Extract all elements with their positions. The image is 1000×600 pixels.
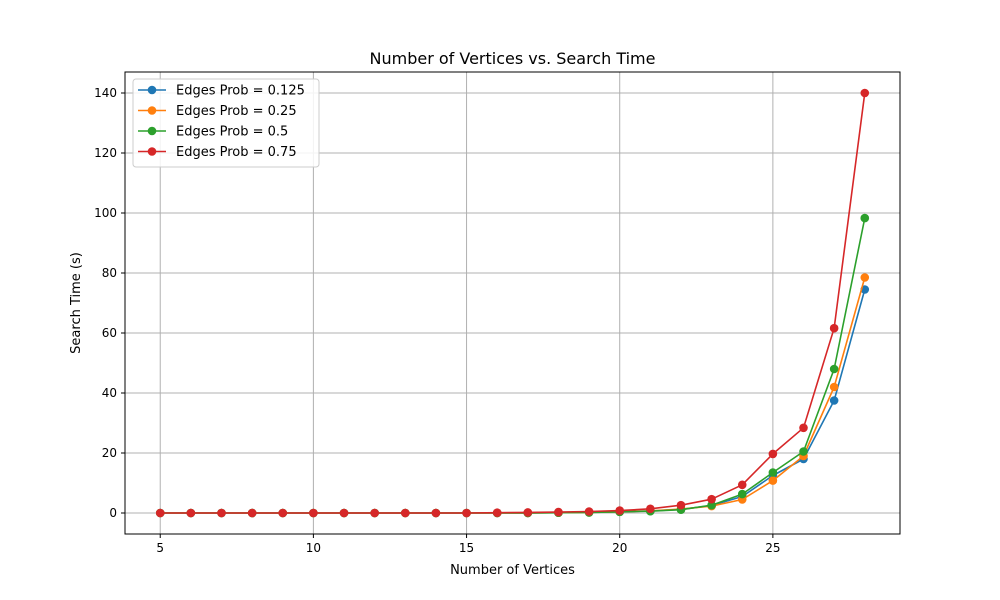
y-tick-label: 100	[94, 206, 117, 220]
series-line	[160, 92, 866, 514]
y-tick-label: 80	[102, 266, 117, 280]
data-point	[584, 507, 594, 516]
data-point	[860, 273, 870, 282]
data-point	[829, 382, 839, 392]
data-point	[829, 323, 839, 333]
data-point	[860, 213, 870, 223]
data-point	[829, 396, 839, 405]
data-point	[737, 480, 747, 490]
legend-marker	[147, 85, 157, 95]
series-layer	[155, 88, 870, 518]
x-tick-label: 10	[306, 541, 321, 555]
data-point	[309, 508, 318, 518]
data-point	[431, 508, 441, 518]
legend-marker	[147, 147, 157, 156]
data-point	[646, 504, 655, 514]
y-tick-label: 0	[109, 506, 117, 520]
data-point	[155, 508, 165, 518]
data-point	[768, 476, 778, 485]
data-point	[799, 447, 808, 456]
plot-frame	[124, 71, 901, 535]
y-axis-label: Search Time (s)	[69, 252, 84, 354]
x-tick-label: 25	[765, 541, 780, 555]
legend-item: Edges Prob = 0.125	[138, 84, 305, 99]
x-tick-label: 15	[459, 541, 474, 555]
data-point	[492, 508, 502, 517]
chart-title: Number of Vertices vs. Search Time	[370, 49, 656, 68]
y-tick-label: 60	[102, 326, 117, 340]
legend-label: Edges Prob = 0.25	[176, 104, 297, 119]
data-point	[799, 423, 808, 433]
legend: Edges Prob = 0.125 Edges Prob = 0.25 Edges…	[132, 78, 320, 168]
y-tick-label: 40	[102, 386, 117, 400]
x-tick-label: 20	[612, 541, 627, 555]
data-point	[707, 494, 716, 504]
y-tick-label: 140	[94, 86, 117, 100]
data-point	[768, 468, 778, 477]
data-point	[339, 508, 349, 518]
series-4	[155, 88, 870, 518]
data-point	[829, 364, 839, 374]
data-point	[860, 88, 870, 98]
data-point	[462, 508, 471, 518]
data-point	[676, 500, 686, 510]
data-point	[768, 449, 778, 459]
x-axis-label: Number of Vertices	[450, 563, 575, 578]
legend-item: Edges Prob = 0.5	[138, 125, 288, 140]
legend-item: Edges Prob = 0.75	[138, 145, 297, 160]
data-point	[400, 508, 410, 518]
legend-marker	[147, 106, 157, 115]
data-point	[217, 508, 226, 518]
data-point	[737, 489, 747, 499]
legend-label: Edges Prob = 0.125	[176, 84, 305, 99]
legend-marker	[147, 126, 157, 136]
y-tick-label: 20	[102, 446, 117, 460]
data-point	[707, 500, 716, 510]
legend-item: Edges Prob = 0.25	[138, 104, 297, 119]
data-point	[523, 508, 533, 517]
data-point	[278, 508, 288, 518]
data-point	[247, 508, 257, 518]
legend-box	[132, 78, 320, 168]
legend-label: Edges Prob = 0.5	[176, 125, 288, 140]
ticks: 5 10 15 20 25 0 20 40 60 80 100 120 140	[94, 86, 780, 555]
legend-label: Edges Prob = 0.75	[176, 145, 297, 160]
y-tick-label: 120	[94, 146, 117, 160]
data-point	[370, 508, 379, 518]
data-point	[186, 508, 196, 518]
x-tick-label: 5	[156, 541, 164, 555]
data-point	[615, 506, 625, 515]
data-point	[554, 507, 563, 517]
